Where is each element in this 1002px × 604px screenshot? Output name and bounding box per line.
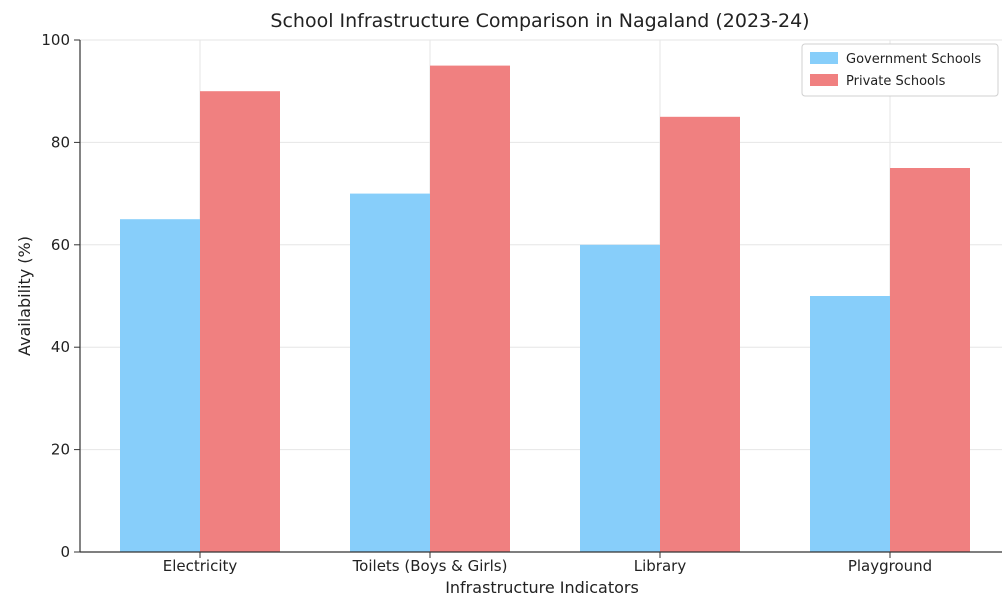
x-axis-label: Infrastructure Indicators [445, 578, 639, 597]
y-tick-label: 0 [60, 543, 70, 561]
y-tick-label: 60 [51, 236, 70, 254]
bar [430, 65, 510, 552]
bar [120, 219, 200, 552]
legend: Government Schools Private Schools [801, 43, 999, 97]
x-tick-label: Electricity [163, 557, 238, 575]
y-tick-label: 100 [41, 31, 70, 49]
legend-label: Private Schools [846, 74, 946, 89]
chart-title: School Infrastructure Comparison in Naga… [270, 10, 809, 32]
x-tick-label: Toilets (Boys & Girls) [352, 557, 508, 575]
y-axis-label: Availability (%) [15, 236, 34, 356]
x-tick-label: Library [634, 557, 687, 575]
y-tick-label: 40 [51, 338, 70, 356]
bar [350, 193, 430, 552]
legend-swatch [810, 52, 838, 64]
bar [200, 91, 280, 552]
bar [580, 244, 660, 553]
tick-labels: 0 20 40 60 80 100 Electricity Toilets (Boys & G… [41, 31, 932, 575]
bar [890, 168, 970, 552]
legend-swatch [810, 74, 838, 86]
bar [660, 116, 740, 553]
bar [810, 296, 890, 552]
bars [120, 65, 970, 553]
legend-box [801, 43, 999, 97]
x-tick-label: Playground [848, 557, 932, 575]
legend-label: Government Schools [846, 52, 981, 67]
y-tick-label: 20 [51, 441, 70, 459]
axes [74, 39, 1002, 558]
y-tick-label: 80 [51, 133, 70, 151]
